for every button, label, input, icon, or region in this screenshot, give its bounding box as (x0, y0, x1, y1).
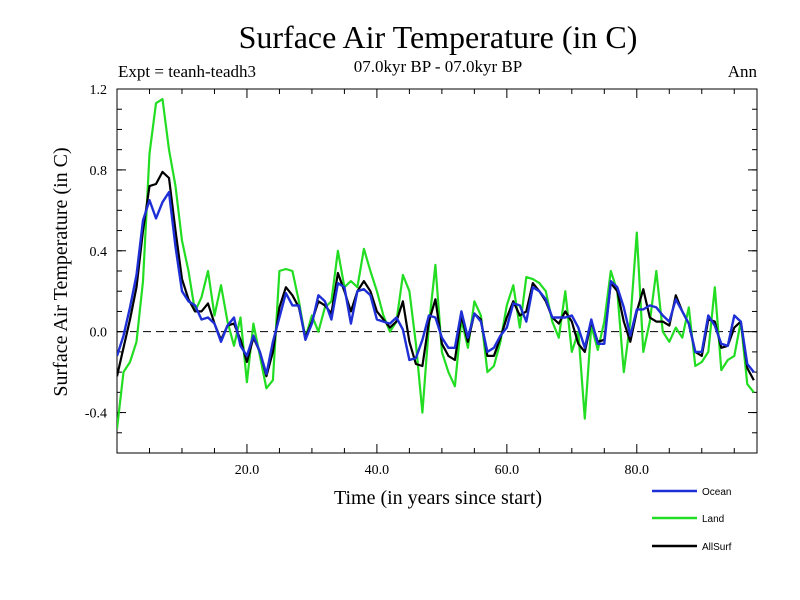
y-tick-label: 0.4 (90, 245, 108, 260)
legend-label-land: Land (702, 514, 724, 525)
chart-title: Surface Air Temperature (in C) (239, 19, 638, 55)
chart-subtitle: 07.0kyr BP - 07.0kyr BP (354, 57, 522, 76)
chart-left-note: Expt = teanh-teadh3 (118, 62, 256, 81)
legend-label-ocean: Ocean (702, 487, 731, 498)
y-tick-label: 0.0 (90, 326, 108, 341)
x-tick-label: 60.0 (495, 463, 520, 478)
chart-right-note: Ann (728, 62, 758, 81)
legend: Ocean Land AllSurf (652, 487, 732, 553)
x-tick-label: 40.0 (365, 463, 390, 478)
x-tick-label: 80.0 (625, 463, 650, 478)
plot-area: -0.4 0.0 0.4 0.8 1.2 20.0 40.0 60.0 80.0 (85, 83, 758, 478)
x-tick-label: 20.0 (235, 463, 260, 478)
legend-label-allsurf: AllSurf (702, 542, 732, 553)
y-tick-label: 1.2 (90, 83, 108, 98)
x-axis-label: Time (in years since start) (334, 487, 542, 509)
series-line-ocean (117, 190, 755, 376)
y-axis-label: Surface Air Temperature (in C) (50, 147, 72, 396)
series-line-land (117, 97, 755, 429)
y-tick-label: -0.4 (85, 407, 107, 422)
plot-frame (116, 88, 758, 454)
y-tick-label: 0.8 (90, 164, 108, 179)
